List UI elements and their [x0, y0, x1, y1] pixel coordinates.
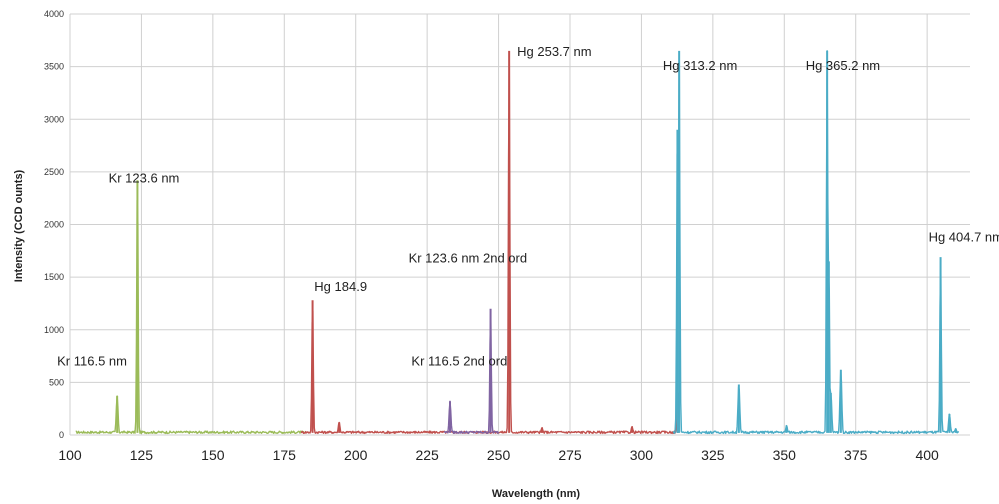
- x-tick-label: 350: [773, 447, 797, 463]
- x-tick-label: 200: [344, 447, 368, 463]
- plot-area: [75, 50, 960, 435]
- spectrum-line: [300, 57, 680, 435]
- x-tick-label: 325: [701, 447, 725, 463]
- peak-annotation: Hg 365.2 nm: [806, 58, 880, 73]
- peak-annotation: Kr 116.5 2nd ord: [411, 354, 507, 369]
- y-tick-label: 3000: [44, 114, 64, 124]
- peak-annotation: Kr 123.6 nm 2nd ord: [409, 250, 528, 265]
- peak-annotation: Kr 116.5 nm: [57, 354, 127, 369]
- x-tick-label: 150: [201, 447, 225, 463]
- peak-annotation: Hg 404.7 nm: [929, 229, 999, 244]
- y-tick-label: 4000: [44, 9, 64, 19]
- peak-annotation: Hg 184.9: [314, 279, 367, 294]
- y-tick-label: 1500: [44, 272, 64, 282]
- x-tick-label: 300: [630, 447, 654, 463]
- spectrum-line: [672, 50, 960, 435]
- x-tick-label: 250: [487, 447, 511, 463]
- x-axis-title: Wavelength (nm): [492, 488, 581, 500]
- y-axis-title: Intensity (CCD ounts): [13, 169, 25, 282]
- peak-annotation: Hg 253.7 nm: [517, 44, 591, 59]
- x-tick-label: 125: [130, 447, 154, 463]
- x-tick-label: 275: [558, 447, 582, 463]
- peak-annotation: Kr 123.6 nm: [109, 170, 180, 185]
- x-tick-label: 100: [58, 447, 82, 463]
- x-tick-label: 175: [273, 447, 297, 463]
- y-tick-label: 3500: [44, 62, 64, 72]
- y-tick-label: 1000: [44, 325, 64, 335]
- x-tick-label: 400: [915, 447, 939, 463]
- peak-annotation: Hg 313.2 nm: [663, 58, 737, 73]
- y-tick-label: 0: [59, 430, 64, 440]
- y-tick-label: 2000: [44, 220, 64, 230]
- x-tick-labels: 100 125 150 175 200 225 250 275 300 325 350 375 400: [58, 447, 939, 463]
- x-tick-label: 375: [844, 447, 868, 463]
- spectrum-line: [75, 199, 305, 435]
- grid-lines: [69, 13, 970, 436]
- spectrum-line: [443, 310, 500, 435]
- y-tick-labels: 0 500 1000 1500 2000 2500 3000 3500 4000: [44, 9, 64, 440]
- y-tick-label: 2500: [44, 167, 64, 177]
- x-tick-label: 225: [415, 447, 439, 463]
- peak-annotations: Kr 116.5 nm Kr 123.6 nm Hg 184.9 Kr 123.6 n…: [57, 44, 999, 368]
- y-tick-label: 500: [49, 377, 64, 387]
